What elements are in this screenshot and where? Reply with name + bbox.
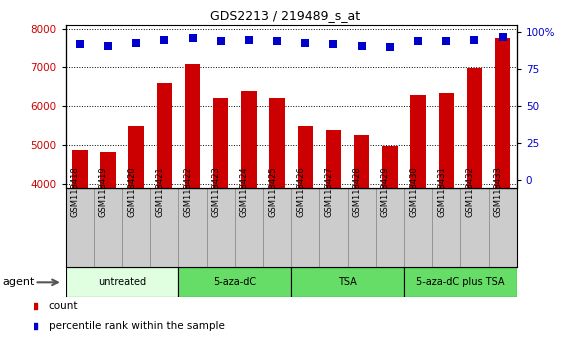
Point [357,43,366,48]
Text: GSM118424: GSM118424 [240,166,249,217]
FancyBboxPatch shape [178,188,207,267]
Text: 5-aza-dC: 5-aza-dC [213,277,256,287]
Bar [270,98,285,339]
Text: GSM118426: GSM118426 [296,166,305,217]
Point [131,40,140,45]
Bar [411,95,426,339]
Text: percentile rank within the sample: percentile rank within the sample [49,321,225,331]
Bar [382,146,397,339]
Point [272,248,282,253]
Point [470,37,479,42]
Text: GSM118430: GSM118430 [409,166,418,217]
Bar [72,150,87,339]
FancyBboxPatch shape [150,188,178,267]
Bar [185,64,200,339]
FancyBboxPatch shape [404,267,517,297]
FancyBboxPatch shape [489,188,517,267]
Text: GSM118423: GSM118423 [212,166,221,217]
FancyBboxPatch shape [263,188,291,267]
Bar [495,38,510,339]
Point [498,34,507,39]
FancyBboxPatch shape [66,188,94,267]
Bar [241,91,257,339]
FancyBboxPatch shape [66,267,178,297]
Point [244,37,254,42]
Bar [156,83,172,339]
FancyBboxPatch shape [432,188,460,267]
FancyBboxPatch shape [122,188,150,267]
Text: GSM118433: GSM118433 [494,166,502,217]
Text: GDS2213 / 219489_s_at: GDS2213 / 219489_s_at [211,9,360,22]
Point [216,38,226,44]
Text: untreated: untreated [98,277,146,287]
Text: GSM118421: GSM118421 [155,166,164,217]
Text: GSM118420: GSM118420 [127,166,136,217]
Bar [325,130,341,339]
Text: GSM118431: GSM118431 [437,166,447,217]
Point [301,40,310,45]
Bar [439,93,454,339]
Text: GSM118428: GSM118428 [353,166,361,217]
Text: GSM118427: GSM118427 [324,166,333,217]
Text: count: count [49,301,78,311]
FancyBboxPatch shape [460,188,489,267]
Point [272,71,282,76]
Bar [100,152,116,339]
FancyBboxPatch shape [376,188,404,267]
Point [272,38,282,44]
FancyBboxPatch shape [319,188,348,267]
Bar [354,135,369,339]
Bar [128,126,144,339]
Point [188,35,197,41]
Point [75,41,85,47]
FancyBboxPatch shape [291,188,319,267]
Text: GSM118418: GSM118418 [71,166,80,217]
Text: GSM118422: GSM118422 [183,166,192,217]
Text: GSM118429: GSM118429 [381,166,390,217]
FancyBboxPatch shape [178,267,291,297]
Point [329,41,338,47]
Bar [213,98,228,339]
Point [442,38,451,44]
Text: 5-aza-dC plus TSA: 5-aza-dC plus TSA [416,277,505,287]
Text: GSM118419: GSM118419 [99,166,108,217]
FancyBboxPatch shape [235,188,263,267]
FancyBboxPatch shape [348,188,376,267]
Text: GSM118425: GSM118425 [268,166,277,217]
Text: TSA: TSA [338,277,357,287]
FancyBboxPatch shape [94,188,122,267]
Point [160,37,169,42]
Bar [297,126,313,339]
Point [103,43,112,48]
Text: GSM118432: GSM118432 [465,166,475,217]
FancyBboxPatch shape [404,188,432,267]
Bar [467,68,482,339]
Point [385,44,395,50]
Point [413,38,423,44]
FancyBboxPatch shape [291,267,404,297]
Text: agent: agent [3,277,35,287]
FancyBboxPatch shape [207,188,235,267]
